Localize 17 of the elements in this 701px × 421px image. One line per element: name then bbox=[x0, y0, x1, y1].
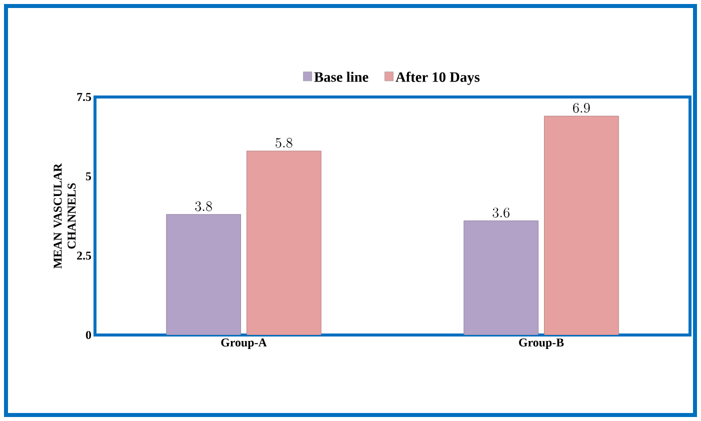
data-label: 5.8 bbox=[276, 138, 292, 148]
x-tick-label: Group-A bbox=[221, 338, 267, 349]
bar bbox=[246, 150, 322, 335]
x-tick-label: Group-B bbox=[519, 338, 564, 349]
legend-label: After 10 Days bbox=[396, 72, 480, 85]
data-label: 3.6 bbox=[492, 208, 510, 218]
y-tick-label: 7.5 bbox=[77, 93, 92, 102]
y-tick-label: 2.5 bbox=[77, 252, 92, 260]
bar bbox=[544, 116, 619, 335]
bar bbox=[166, 214, 241, 335]
legend-label: Base line bbox=[314, 72, 368, 82]
bar bbox=[464, 220, 538, 335]
y-tick-label: 0 bbox=[86, 330, 92, 340]
y-tick-label: 5 bbox=[86, 172, 92, 180]
y-axis-title: MEAN VASCULAR CHANNELS bbox=[54, 163, 76, 268]
data-label: 3.8 bbox=[195, 201, 212, 212]
data-label: 6.9 bbox=[573, 102, 590, 113]
